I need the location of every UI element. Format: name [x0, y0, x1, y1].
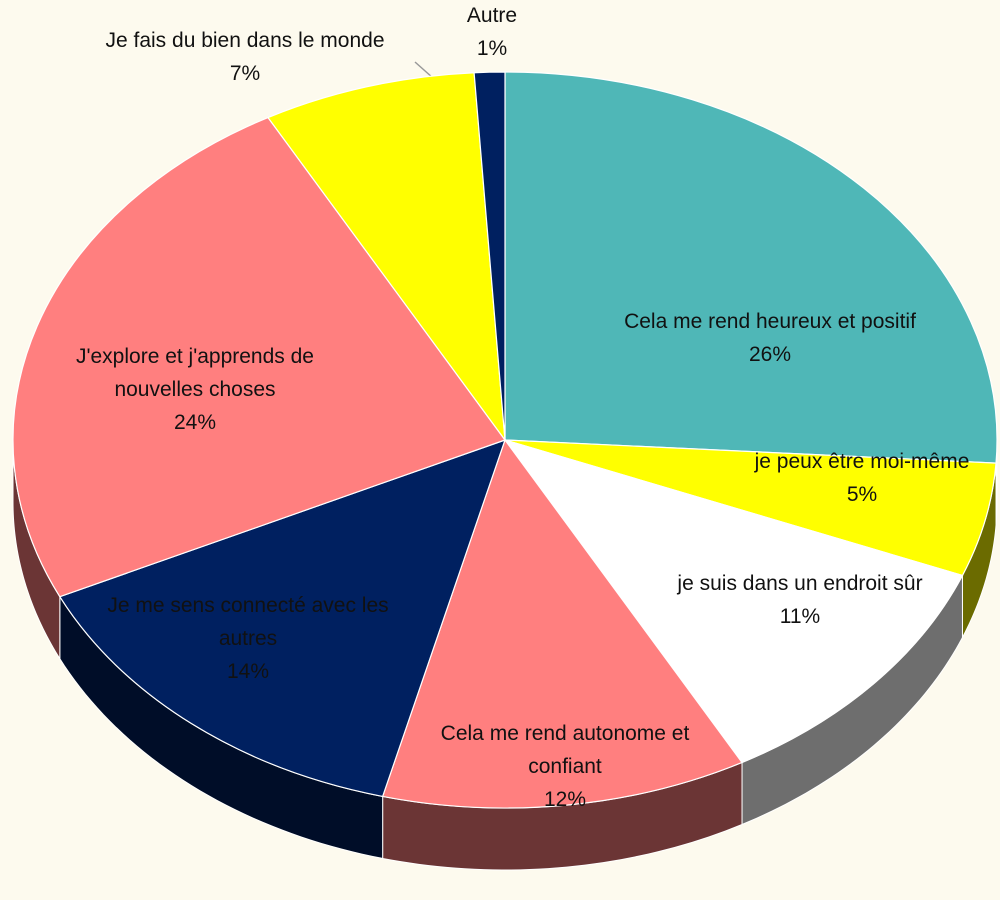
label-line: Cela me rend autonome et [441, 722, 690, 745]
value-label: 14% [227, 660, 269, 683]
slice-label: J'explore et j'apprends de nouvelles chos… [76, 345, 314, 401]
label-line: Je fais du bien dans le monde [105, 29, 384, 52]
slice [58, 439, 506, 798]
value-label: 11% [780, 605, 820, 628]
value-label: 12% [544, 788, 586, 811]
slice-label: Je fais du bien dans le monde [105, 29, 384, 52]
slice [504, 71, 998, 464]
label-line: Cela me rend heureux et positif [624, 310, 916, 333]
slice [381, 438, 743, 809]
slice [12, 116, 506, 598]
label-line: J'explore et j'apprends de [76, 345, 314, 368]
slice [503, 438, 964, 764]
slice [504, 439, 997, 577]
slice-label: Cela me rend autonome et confiant [441, 722, 690, 778]
value-label: 5% [847, 483, 877, 506]
label-line: nouvelles choses [114, 378, 275, 401]
slice-label: Cela me rend heureux et positif [624, 310, 916, 333]
label-line: Autre [467, 4, 517, 27]
slice-label: Autre [467, 4, 517, 27]
value-label: 26% [749, 343, 791, 366]
slice [267, 72, 506, 443]
label-line: je peux être moi-même [754, 450, 970, 473]
slice-label: je peux être moi-même [754, 450, 970, 473]
label-line: je suis dans un endroit sûr [676, 572, 922, 595]
value-label: 1% [477, 37, 507, 60]
label-line: confiant [528, 755, 602, 778]
label-line: Je me sens connecté avec les [107, 594, 388, 617]
slice-label: je suis dans un endroit sûr [676, 572, 922, 595]
label-line: autres [219, 627, 277, 650]
slice [473, 71, 506, 441]
value-label: 24% [174, 411, 216, 434]
slice-label: Je me sens connecté avec les autres [107, 594, 388, 650]
value-label: 7% [230, 62, 260, 85]
